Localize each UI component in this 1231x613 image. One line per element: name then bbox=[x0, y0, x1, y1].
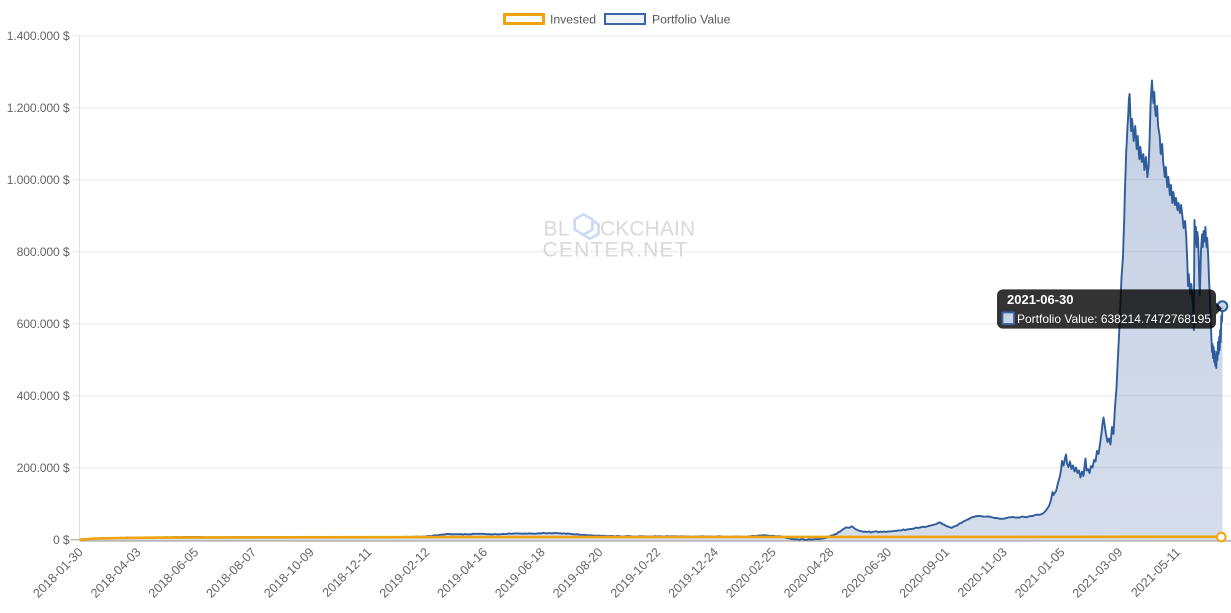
svg-text:Portfolio Value: Portfolio Value bbox=[652, 12, 731, 26]
svg-text:2021-06-30: 2021-06-30 bbox=[1007, 292, 1074, 307]
svg-text:200.000 $: 200.000 $ bbox=[17, 461, 70, 475]
svg-text:600.000 $: 600.000 $ bbox=[17, 317, 70, 331]
svg-text:CENTER.NET: CENTER.NET bbox=[543, 239, 689, 262]
svg-text:400.000 $: 400.000 $ bbox=[17, 389, 70, 403]
svg-text:CKCHAIN: CKCHAIN bbox=[600, 218, 695, 241]
svg-text:1.200.000 $: 1.200.000 $ bbox=[7, 101, 70, 115]
svg-text:1.000.000 $: 1.000.000 $ bbox=[7, 173, 70, 187]
svg-text:0 $: 0 $ bbox=[53, 533, 70, 547]
svg-text:800.000 $: 800.000 $ bbox=[17, 245, 70, 259]
svg-text:Invested: Invested bbox=[550, 12, 596, 26]
svg-text:BL: BL bbox=[544, 218, 571, 241]
svg-text:Portfolio Value: 638214.747276: Portfolio Value: 638214.7472768195 bbox=[1017, 312, 1211, 326]
svg-text:1.400.000 $: 1.400.000 $ bbox=[7, 29, 70, 43]
